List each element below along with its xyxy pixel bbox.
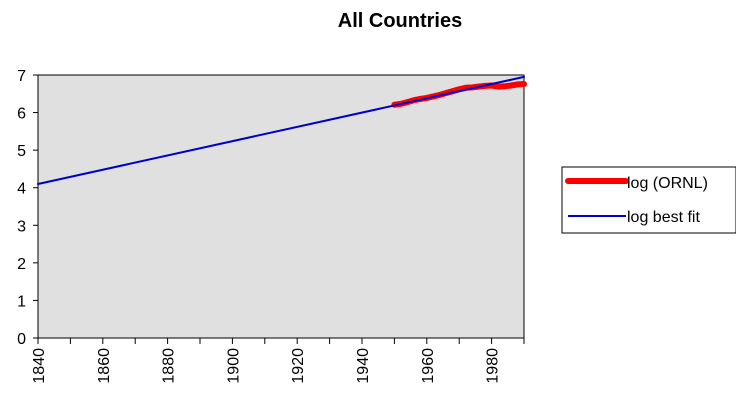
x-tick-label: 1980 [485, 348, 502, 384]
legend: log (ORNL) log best fit [561, 166, 736, 234]
x-tick-label: 1940 [355, 348, 372, 384]
x-tick-label: 1840 [31, 348, 48, 384]
chart-title: All Countries [338, 10, 462, 32]
y-tick-label: 1 [17, 293, 26, 310]
series-layer [37, 75, 527, 185]
y-tick-label: 5 [17, 143, 26, 160]
y-tick-label: 0 [17, 331, 26, 348]
y-tick-label: 2 [17, 256, 26, 273]
y-tick-label: 3 [17, 218, 26, 235]
x-tick-label: 1920 [290, 348, 307, 384]
legend-label-ornl: log (ORNL) [627, 175, 708, 192]
x-tick-label: 1880 [161, 348, 178, 384]
x-tick-label: 1900 [225, 348, 242, 384]
y-tick-label: 6 [17, 106, 26, 123]
legend-label-best-fit: log best fit [627, 209, 700, 226]
axes: 0 1 2 3 4 5 6 7 1840 1860 1880 1900 1920 1940 1960 1980 [17, 68, 525, 384]
y-tick-label: 7 [17, 68, 26, 85]
y-tick-label: 4 [17, 181, 26, 198]
x-tick-label: 1860 [96, 348, 113, 384]
series-line-best-fit [37, 75, 525, 185]
plot-area [37, 74, 525, 339]
x-tick-label: 1960 [420, 348, 437, 384]
